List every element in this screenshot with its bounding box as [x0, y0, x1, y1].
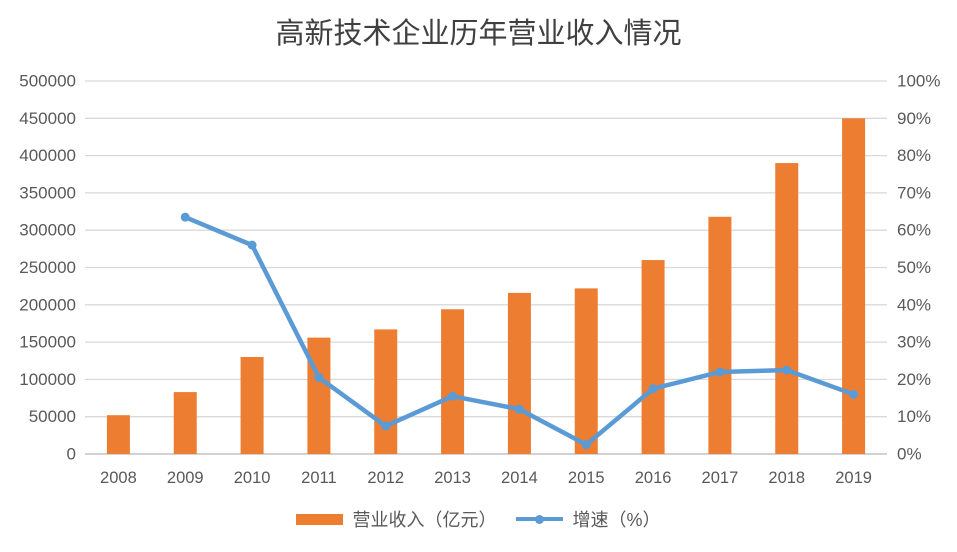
left-axis-tick-label: 250000: [19, 258, 76, 277]
revenue-bar-2015: [574, 288, 598, 454]
left-axis-tick-label: 150000: [19, 333, 76, 352]
right-axis-tick-label: 100%: [897, 72, 940, 91]
left-axis-tick-label: 400000: [19, 146, 76, 165]
right-axis-tick-label: 80%: [897, 146, 931, 165]
right-axis-tick-label: 50%: [897, 258, 931, 277]
right-axis-tick-label: 10%: [897, 407, 931, 426]
growth-line-marker: [448, 391, 458, 401]
x-axis-label-2018: 2018: [768, 469, 805, 487]
growth-line-marker: [247, 240, 257, 250]
left-axis-tick-label: 50000: [29, 407, 76, 426]
right-axis-tick-label: 60%: [897, 221, 931, 240]
right-axis-tick-label: 70%: [897, 183, 931, 202]
growth-line-marker: [849, 389, 859, 399]
left-axis-tick-label: 500000: [19, 72, 76, 91]
x-axis-label-2019: 2019: [835, 469, 872, 487]
x-axis-label-2012: 2012: [367, 469, 404, 487]
growth-legend-marker-icon: [535, 514, 545, 524]
growth-line-marker: [782, 365, 792, 375]
revenue-bar-2016: [641, 260, 665, 454]
revenue-legend-label: 营业收入（亿元）: [352, 510, 497, 530]
chart-title: 高新技术企业历年营业收入情况: [275, 18, 682, 50]
x-axis-label-2013: 2013: [434, 469, 471, 487]
left-axis-tick-label: 300000: [19, 221, 76, 240]
right-axis-tick-label: 0%: [897, 445, 922, 464]
growth-line-marker: [514, 404, 524, 414]
x-axis-label-2017: 2017: [702, 469, 739, 487]
revenue-bar-2014: [507, 292, 531, 454]
revenue-bar-2011: [307, 337, 331, 454]
growth-line-marker: [314, 373, 324, 383]
left-axis-tick-label: 100000: [19, 370, 76, 389]
revenue-bar-2008: [106, 415, 130, 454]
x-axis-label-2014: 2014: [501, 469, 538, 487]
growth-line-marker: [180, 212, 190, 222]
x-axis-label-2015: 2015: [568, 469, 605, 487]
right-axis-tick-label: 90%: [897, 109, 931, 128]
right-axis-tick-label: 30%: [897, 333, 931, 352]
revenue-bar-2012: [374, 329, 398, 454]
x-axis-label-2016: 2016: [635, 469, 672, 487]
x-axis-label-2009: 2009: [167, 469, 204, 487]
left-axis-tick-label: 350000: [19, 183, 76, 202]
x-axis-label-2010: 2010: [234, 469, 271, 487]
right-axis-tick-label: 40%: [897, 295, 931, 314]
x-axis-label-2008: 2008: [100, 469, 137, 487]
growth-line-marker: [581, 440, 591, 450]
x-axis-label-2011: 2011: [301, 469, 336, 487]
left-axis-tick-label: 450000: [19, 109, 76, 128]
revenue-bar-2010: [240, 357, 264, 454]
revenue-bar-2013: [441, 309, 465, 454]
revenue-bar-2018: [775, 163, 799, 454]
revenue-bar-2017: [708, 216, 732, 454]
revenue-bar-2019: [842, 118, 866, 455]
legend-item-growth: 增速（%）: [516, 506, 661, 532]
growth-legend-swatch: [516, 514, 564, 525]
growth-line-marker: [648, 384, 658, 394]
revenue-bar-2009: [173, 392, 197, 454]
right-axis-tick-label: 20%: [897, 370, 931, 389]
legend-item-revenue: 营业收入（亿元）: [296, 506, 496, 532]
growth-legend-label: 增速（%）: [572, 510, 661, 530]
left-axis-tick-label: 200000: [19, 295, 76, 314]
growth-line-marker: [715, 367, 725, 377]
revenue-legend-swatch: [296, 513, 344, 525]
growth-line-marker: [381, 421, 391, 431]
chart-legend: 营业收入（亿元） 增速（%）: [0, 506, 957, 532]
left-axis-tick-label: 0: [67, 445, 76, 464]
